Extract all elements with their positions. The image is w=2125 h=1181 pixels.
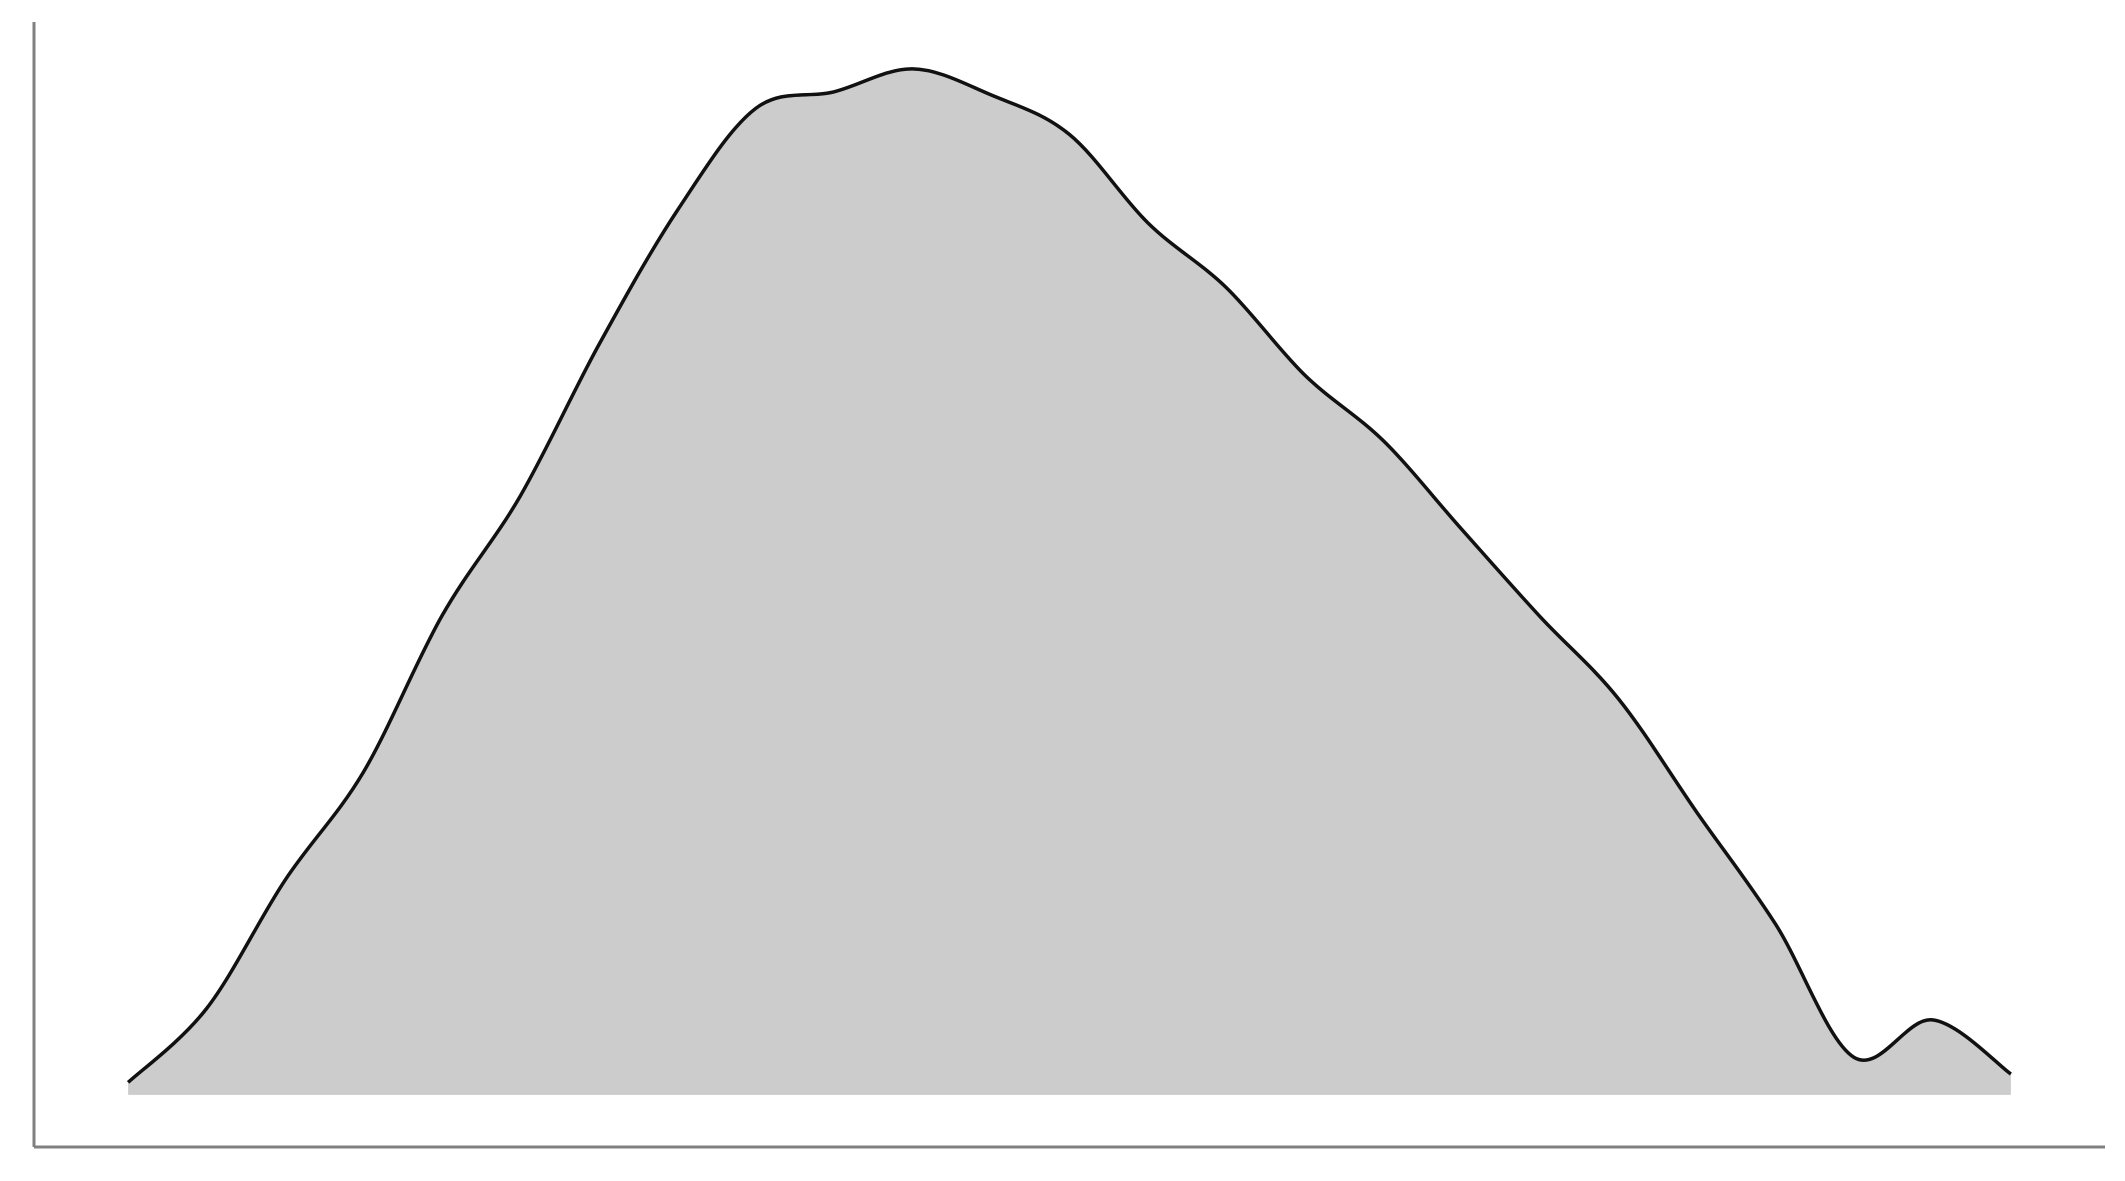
density-area-fill [128,68,2011,1095]
density-curve-line [126,67,2012,1084]
plot-area [126,67,2012,1095]
